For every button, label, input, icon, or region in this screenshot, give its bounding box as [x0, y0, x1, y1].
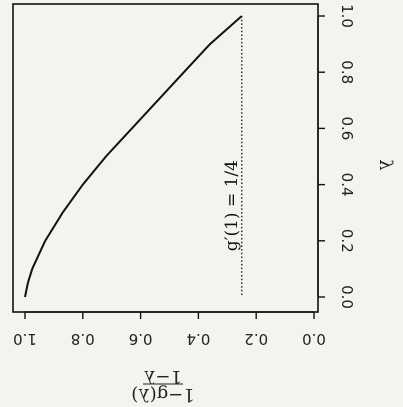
lambda-tick-label: 0.2	[338, 229, 356, 253]
lambda-axis-title: λ	[375, 159, 396, 170]
annotation-label: g′(1) = 1/4	[222, 160, 242, 251]
ratio-tick-label: 0.6	[129, 330, 153, 348]
lambda-tick-label: 0.6	[338, 116, 356, 140]
ratio-axis-title: 1−g(λ)1−λ	[131, 366, 195, 405]
ratio-tick-label: 0.4	[186, 330, 210, 348]
lambda-tick-label: 0.0	[338, 285, 356, 309]
series-line	[24, 15, 243, 298]
lambda-tick-label: 1.0	[338, 4, 356, 28]
ratio-axis-title-numerator: 1−g(λ)	[131, 384, 195, 405]
lambda-tick-label: 0.8	[338, 60, 356, 84]
ratio-tick-label: 1.0	[13, 330, 37, 348]
ratio-tick-label: 0.0	[302, 330, 326, 348]
ratio-tick-label: 0.8	[71, 330, 95, 348]
lambda-tick-label: 0.4	[338, 173, 356, 197]
plot-frame	[12, 3, 319, 313]
ratio-tick-label: 0.2	[244, 330, 268, 348]
ratio-axis-title-denominator: 1−λ	[144, 366, 182, 387]
